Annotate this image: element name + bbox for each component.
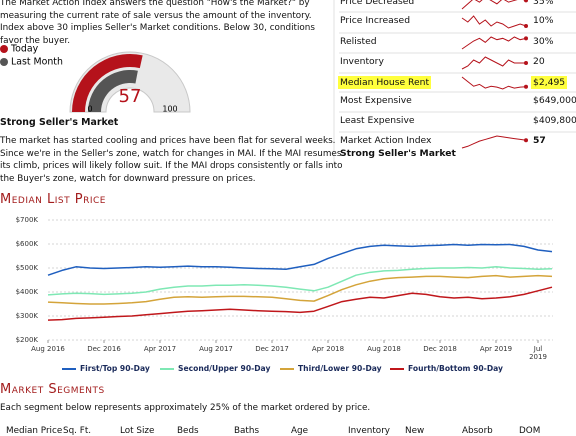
sparkline xyxy=(461,36,527,50)
metric-label: Inventory xyxy=(340,56,384,67)
segment-column-header: Baths xyxy=(234,426,260,436)
x-tick-label: Dec 2016 xyxy=(87,345,121,353)
metric-label: Most Expensive xyxy=(340,95,412,106)
x-tick-label: Jul 2019 xyxy=(529,345,547,361)
segment-column-header: New xyxy=(405,426,425,436)
legend-label: Fourth/Bottom 90-Day xyxy=(408,364,503,373)
legend-label: First/Top 90-Day xyxy=(80,364,150,373)
series-line xyxy=(47,286,553,321)
x-tick-label: Aug 2016 xyxy=(31,345,65,353)
segment-column-header: Lot Size xyxy=(120,426,155,436)
x-tick-label: Aug 2018 xyxy=(367,345,401,353)
intro-text: The Market Action Index answers the ques… xyxy=(0,0,315,46)
x-tick-label: Dec 2017 xyxy=(255,345,289,353)
series-line xyxy=(47,266,553,296)
x-tick-label: Dec 2018 xyxy=(423,345,457,353)
metric-sublabel: Strong Seller's Market xyxy=(340,148,456,159)
metric-value: 35% xyxy=(533,0,554,7)
sparkline-end-dot xyxy=(524,61,528,65)
y-tick-label: $200K xyxy=(16,336,39,344)
sparkline xyxy=(461,56,526,70)
x-tick-label: Aug 2017 xyxy=(199,345,233,353)
metric-label: Price Increased xyxy=(340,15,411,26)
segment-column-header: Age xyxy=(291,426,309,436)
x-tick-label: Apr 2017 xyxy=(143,345,177,353)
series-line xyxy=(47,274,553,305)
metric-label: Relisted xyxy=(340,36,377,47)
metric-value: 10% xyxy=(533,15,554,26)
gauge-last-month-arc xyxy=(88,70,138,112)
legend-swatch xyxy=(0,45,8,53)
gauge-today-arc xyxy=(72,54,143,112)
segment-column-header: Beds xyxy=(177,426,199,436)
section-title: Market Segments xyxy=(0,382,105,397)
y-tick-label: $300K xyxy=(16,312,39,320)
legend-swatch xyxy=(0,58,8,66)
sparkline xyxy=(461,15,527,29)
legend-label: Second/Upper 90-Day xyxy=(178,364,271,373)
y-tick-label: $700K xyxy=(16,216,39,224)
metric-value: 57 xyxy=(533,135,546,146)
y-tick-label: $400K xyxy=(16,288,39,296)
x-tick-label: Apr 2019 xyxy=(479,345,513,353)
segment-column-header: DOM xyxy=(519,426,541,436)
sparkline xyxy=(461,135,527,149)
metric-label: Least Expensive xyxy=(340,115,415,126)
gauge-max-label: 100 xyxy=(162,105,177,114)
legend-label: Third/Lower 90-Day xyxy=(298,364,382,373)
sparkline-end-dot xyxy=(524,24,528,28)
metric-value: 30% xyxy=(533,36,554,47)
sparkline-end-dot xyxy=(524,138,528,143)
sparkline-end-dot xyxy=(524,84,528,89)
metric-value: $649,000 xyxy=(533,95,576,106)
section-title: Median List Price xyxy=(0,192,106,207)
segments-note: Each segment below represents approximat… xyxy=(0,403,371,413)
sparkline xyxy=(461,0,527,10)
description: The market has started cooling and price… xyxy=(0,136,343,184)
gauge-value: 57 xyxy=(119,86,142,107)
segment-column-header: Absorb xyxy=(462,426,493,436)
sparkline-end-dot xyxy=(524,0,528,3)
metric-value: 20 xyxy=(533,56,545,67)
y-tick-label: $500K xyxy=(16,264,39,272)
metric-label: Market Action Index xyxy=(340,135,432,146)
sparkline xyxy=(461,76,527,90)
y-tick-label: $600K xyxy=(16,240,39,248)
segment-column-header: Inventory xyxy=(348,426,391,436)
gauge-status: Strong Seller's Market xyxy=(0,117,119,128)
sparkline-end-dot xyxy=(524,36,528,41)
legend-label: Last Month xyxy=(11,57,63,68)
segment-column-header: Median Price xyxy=(6,426,63,436)
series-line xyxy=(47,243,553,276)
metric-value: $2,495 xyxy=(531,76,568,89)
segment-column-header: Sq. Ft. xyxy=(63,426,92,436)
metric-label: Median House Rent xyxy=(338,76,432,89)
gauge-min-label: 0 xyxy=(87,105,92,114)
x-tick-label: Apr 2018 xyxy=(311,345,345,353)
metric-label: Price Decreased xyxy=(340,0,415,7)
metric-value: $409,800 xyxy=(533,115,576,126)
legend-label: Today xyxy=(10,44,39,55)
